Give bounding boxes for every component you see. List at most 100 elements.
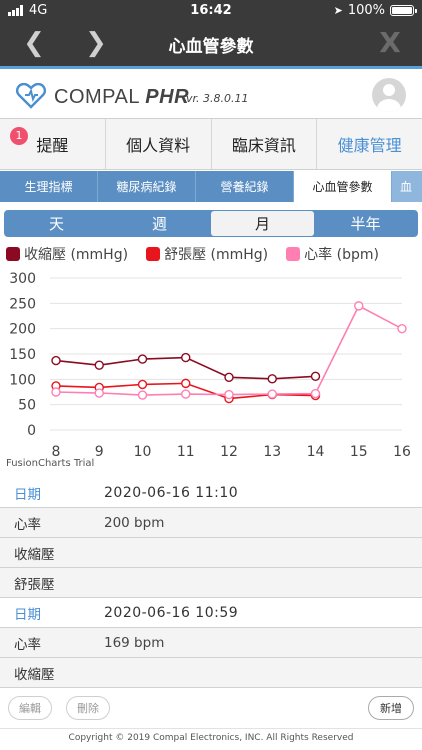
nav-bar: ❮ ❯ 心血管參數 X [0, 22, 422, 66]
bottom-toolbar: 編輯 刪除 新增 [0, 694, 422, 726]
period-selector: 天 週 月 半年 [4, 210, 418, 237]
chart-svg: 0 50 100 150 200 250 300 8 9 10 11 12 13 14 15 16 [9, 271, 411, 460]
x-tick-label: 9 [95, 444, 104, 460]
data-point [397, 323, 407, 334]
copyright-footer: Copyright © 2019 Compal Electronics, INC… [0, 728, 422, 750]
data-point [354, 301, 364, 311]
line-chart: 0 50 100 150 200 250 300 8 9 10 11 12 13 14 15 16 [0, 266, 422, 470]
subtab-partial[interactable]: 血 [392, 171, 422, 202]
legend-swatch [146, 247, 161, 261]
main-tabs: 1 提醒 個人資料 臨床資訊 健康管理 [0, 118, 422, 170]
x-tick-label: 14 [307, 444, 325, 460]
data-point [137, 354, 148, 364]
signal-icon [8, 5, 23, 16]
data-point [224, 389, 234, 400]
back-arrow-icon[interactable]: ❮ [23, 28, 45, 58]
brand-name: COMPAL PHR [54, 86, 189, 109]
legend-label: 收縮壓 (mmHg) [24, 247, 129, 263]
subtab-nutrition-record[interactable]: 營養紀錄 [196, 171, 294, 202]
data-point [51, 387, 61, 397]
subtab-vital-signs[interactable]: 生理指標 [0, 171, 98, 202]
tab-reminder[interactable]: 1 提醒 [0, 119, 106, 169]
date-value: 2020-06-16 10:59 [104, 604, 239, 621]
x-tick-label: 8 [52, 444, 61, 460]
legend-label: 心率 (bpm) [304, 247, 379, 263]
data-point [310, 388, 321, 399]
chart-legend: 收縮壓 (mmHg) 舒張壓 (mmHg) 心率 (bpm) [6, 244, 379, 264]
record-field-row: 心率 200 bpm [0, 508, 422, 538]
data-point [137, 390, 148, 400]
record-list: 日期 2020-06-16 11:10 心率 200 bpm 收縮壓 舒張壓 日… [0, 478, 422, 694]
period-month[interactable]: 月 [211, 211, 314, 236]
field-label: 收縮壓 [14, 546, 55, 563]
legend-diastolic[interactable]: 舒張壓 (mmHg) [146, 244, 268, 264]
y-tick-label: 300 [9, 271, 36, 287]
brand-header: COMPAL PHR vr. 3.8.0.11 [0, 66, 422, 118]
y-tick-label: 250 [9, 296, 36, 312]
tab-personal-info[interactable]: 個人資料 [106, 119, 212, 169]
date-label: 日期 [14, 486, 41, 503]
date-value: 2020-06-16 11:10 [104, 484, 239, 501]
brand-name-bold: PHR [145, 86, 190, 108]
data-point [181, 378, 191, 389]
notification-badge: 1 [10, 127, 28, 145]
period-week[interactable]: 週 [151, 215, 167, 233]
period-half-year[interactable]: 半年 [350, 215, 381, 233]
subtab-diabetes-record[interactable]: 糖尿病紀錄 [98, 171, 196, 202]
delete-button[interactable]: 刪除 [66, 696, 110, 720]
record-field-row: 心率 169 bpm [0, 628, 422, 658]
record-date-row[interactable]: 日期 2020-06-16 11:10 [0, 478, 422, 508]
date-label: 日期 [14, 606, 41, 623]
data-point [310, 371, 321, 381]
y-tick-label: 150 [9, 347, 36, 363]
field-label: 舒張壓 [14, 576, 55, 593]
y-tick-label: 200 [9, 322, 36, 338]
carrier-label: 4G [29, 3, 48, 18]
y-tick-label: 0 [27, 423, 36, 439]
field-label: 心率 [14, 636, 41, 653]
field-value: 200 bpm [104, 514, 165, 531]
legend-label: 舒張壓 (mmHg) [164, 247, 269, 263]
data-point [181, 352, 191, 363]
battery-percent: 100% [347, 3, 385, 18]
x-tick-label: 10 [134, 444, 152, 460]
y-tick-label: 50 [18, 398, 36, 414]
brand-name-regular: COMPAL [54, 86, 146, 108]
avatar[interactable] [372, 78, 406, 112]
legend-heart-rate[interactable]: 心率 (bpm) [286, 244, 379, 264]
period-day[interactable]: 天 [48, 215, 64, 233]
record-date-row[interactable]: 日期 2020-06-16 10:59 [0, 598, 422, 628]
close-button[interactable]: X [379, 26, 401, 59]
fusioncharts-trial-label: FusionCharts Trial [6, 458, 95, 469]
app-version: vr. 3.8.0.11 [186, 92, 249, 105]
y-tick-label: 100 [9, 372, 36, 388]
forward-arrow-icon[interactable]: ❯ [85, 28, 107, 58]
x-tick-label: 11 [177, 444, 195, 460]
tab-clinical-info[interactable]: 臨床資訊 [212, 119, 318, 169]
status-bar: 4G 16:42 ➤ 100% [0, 0, 422, 22]
field-label: 心率 [14, 516, 41, 533]
add-button[interactable]: 新增 [368, 696, 414, 720]
tab-label: 臨床資訊 [231, 136, 296, 155]
tab-label: 健康管理 [337, 136, 402, 155]
legend-systolic[interactable]: 收縮壓 (mmHg) [6, 244, 128, 264]
tab-label: 提醒 [36, 136, 69, 155]
legend-swatch [6, 247, 20, 261]
data-point [51, 355, 61, 366]
record-field-row: 舒張壓 [0, 568, 422, 598]
subtab-cardiovascular[interactable]: 心血管參數 [294, 171, 392, 202]
edit-button[interactable]: 編輯 [8, 696, 52, 720]
legend-swatch [286, 247, 301, 261]
data-point [181, 389, 191, 399]
data-point [94, 360, 104, 370]
x-tick-label: 16 [393, 444, 411, 460]
tab-label: 個人資料 [126, 136, 191, 155]
location-icon: ➤ [333, 4, 343, 17]
field-label: 收縮壓 [14, 666, 55, 683]
sub-tabs: 生理指標 糖尿病紀錄 營養紀錄 心血管參數 血 [0, 171, 422, 202]
x-tick-label: 15 [350, 444, 368, 460]
record-field-row: 收縮壓 [0, 538, 422, 568]
tab-health-management[interactable]: 健康管理 [317, 119, 422, 169]
data-point [137, 379, 148, 390]
status-time: 16:42 [190, 3, 232, 18]
